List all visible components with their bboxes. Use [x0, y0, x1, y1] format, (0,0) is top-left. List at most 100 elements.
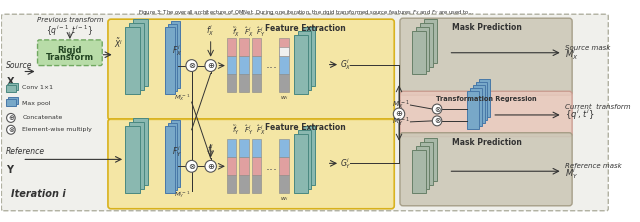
- Bar: [467, 91, 479, 129]
- Text: ⊗: ⊗: [8, 127, 14, 133]
- Circle shape: [432, 116, 442, 126]
- Bar: [125, 126, 140, 193]
- Text: ...: ...: [266, 58, 278, 71]
- Bar: [279, 74, 289, 92]
- Bar: [279, 47, 289, 56]
- Bar: [227, 74, 236, 92]
- Bar: [129, 122, 144, 189]
- Bar: [168, 24, 177, 91]
- Text: Feature Extraction: Feature Extraction: [266, 24, 346, 33]
- Bar: [125, 27, 140, 94]
- Text: $w_i$: $w_i$: [280, 195, 288, 203]
- Text: $f_X^i$: $f_X^i$: [207, 23, 215, 38]
- Bar: [165, 27, 175, 94]
- Bar: [132, 118, 148, 185]
- Text: ⊕: ⊕: [207, 162, 214, 171]
- Text: Concatenate: Concatenate: [22, 115, 63, 120]
- Bar: [239, 74, 249, 92]
- Circle shape: [205, 160, 216, 172]
- Text: $M_Y^{i-1}$: $M_Y^{i-1}$: [173, 189, 191, 200]
- Bar: [420, 23, 433, 67]
- Text: Max pool: Max pool: [22, 101, 51, 106]
- FancyBboxPatch shape: [108, 19, 394, 120]
- Bar: [252, 56, 261, 74]
- FancyBboxPatch shape: [400, 91, 572, 137]
- Text: Current  transform: Current transform: [564, 104, 630, 110]
- FancyBboxPatch shape: [400, 18, 572, 95]
- Bar: [168, 123, 177, 190]
- Text: $M_Y^{i-1}$: $M_Y^{i-1}$: [392, 115, 410, 129]
- Bar: [279, 175, 289, 193]
- Bar: [279, 38, 289, 56]
- Text: $w_i$: $w_i$: [280, 94, 288, 102]
- Bar: [239, 56, 249, 74]
- Bar: [473, 85, 484, 123]
- Text: Previous transform: Previous transform: [36, 17, 103, 23]
- FancyBboxPatch shape: [400, 133, 572, 206]
- Text: ...: ...: [266, 160, 278, 173]
- Bar: [6, 99, 15, 106]
- Bar: [416, 27, 429, 71]
- Bar: [171, 21, 180, 88]
- Text: Reference: Reference: [6, 147, 45, 157]
- Bar: [302, 27, 316, 86]
- Text: $\mathbf{X}$: $\mathbf{X}$: [6, 75, 15, 87]
- Text: Element-wise multiply: Element-wise multiply: [22, 127, 92, 132]
- Text: Feature Extraction: Feature Extraction: [266, 123, 346, 132]
- Bar: [298, 130, 312, 189]
- Bar: [227, 56, 236, 74]
- Bar: [171, 120, 180, 187]
- Bar: [239, 175, 249, 193]
- Bar: [6, 85, 15, 92]
- Text: ⊕: ⊕: [207, 61, 214, 70]
- Bar: [476, 82, 488, 120]
- Text: $\hat{F}_Y^i$: $\hat{F}_Y^i$: [244, 124, 253, 137]
- Text: ⊕: ⊕: [396, 109, 403, 119]
- Text: Source: Source: [6, 61, 33, 69]
- Bar: [227, 38, 236, 56]
- Bar: [294, 134, 308, 193]
- Bar: [279, 139, 289, 157]
- Bar: [412, 31, 426, 74]
- Text: $F_Y^i$: $F_Y^i$: [172, 145, 182, 159]
- Bar: [129, 23, 144, 90]
- Bar: [302, 126, 316, 185]
- Text: Rigid: Rigid: [58, 46, 82, 55]
- Text: ⊗: ⊗: [188, 162, 195, 171]
- Bar: [227, 157, 236, 175]
- Bar: [279, 157, 289, 175]
- Bar: [239, 157, 249, 175]
- Bar: [470, 88, 482, 126]
- Text: ⊗: ⊗: [434, 105, 440, 113]
- Text: Reference mask: Reference mask: [564, 163, 621, 169]
- Circle shape: [205, 60, 216, 71]
- Bar: [8, 97, 17, 104]
- Bar: [227, 139, 236, 157]
- Bar: [252, 157, 261, 175]
- Text: Figure 3: The overall architecture of OMNet. During one iteration, the rigid tra: Figure 3: The overall architecture of OM…: [138, 8, 474, 17]
- Bar: [8, 83, 17, 90]
- Text: $M_X^{i-1}$: $M_X^{i-1}$: [392, 98, 410, 112]
- Text: ⊗: ⊗: [434, 116, 440, 125]
- Bar: [227, 175, 236, 193]
- Text: $f_Y^i$: $f_Y^i$: [207, 142, 215, 157]
- Bar: [294, 35, 308, 94]
- Bar: [416, 146, 429, 189]
- Text: $\tilde{f}_Y^i$: $\tilde{f}_Y^i$: [232, 124, 240, 137]
- Text: $\tilde{f}_X^i$: $\tilde{f}_X^i$: [232, 26, 241, 39]
- Text: Mask Prediction: Mask Prediction: [452, 23, 522, 32]
- Text: Source mask: Source mask: [564, 45, 610, 51]
- Bar: [132, 19, 148, 86]
- Text: ⊗: ⊗: [188, 61, 195, 70]
- Text: $\{q^{i-1},t^{i-1}\}$: $\{q^{i-1},t^{i-1}\}$: [47, 23, 93, 38]
- Text: $G_Y^i$: $G_Y^i$: [340, 156, 351, 171]
- FancyBboxPatch shape: [108, 119, 394, 209]
- Text: $\hat{F}_X^i$: $\hat{F}_X^i$: [256, 124, 266, 137]
- Circle shape: [186, 60, 197, 71]
- Bar: [424, 19, 437, 63]
- Bar: [239, 38, 249, 56]
- Text: $G_X^i$: $G_X^i$: [340, 57, 352, 72]
- Bar: [165, 126, 175, 193]
- Circle shape: [186, 160, 197, 172]
- Text: ⊕: ⊕: [8, 115, 14, 121]
